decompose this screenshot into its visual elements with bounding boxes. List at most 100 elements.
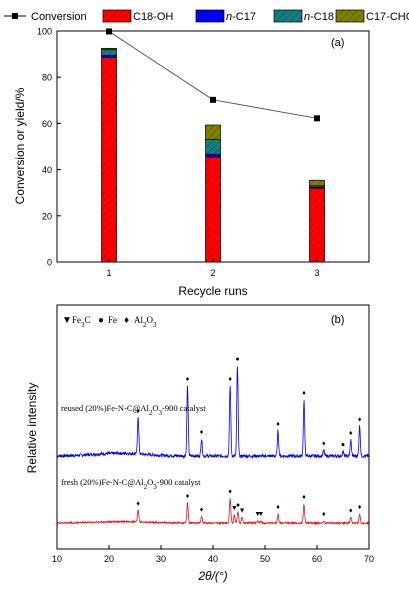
panel-a-y-tick-label: 20 <box>42 211 52 221</box>
legend-label-c17-cho: C17-CHO <box>366 11 409 23</box>
legend-swatch-c17-cho <box>335 9 365 23</box>
xrd-series-label-fresh-part: -900 catalyst <box>157 477 201 487</box>
bar-c18-oh-run-1 <box>101 57 117 263</box>
xrd-peak-marker: ♦ <box>302 389 306 397</box>
xrd-peak-marker: ♦ <box>228 487 232 495</box>
panel-a-y-axis-title: Conversion or yield/% <box>13 87 27 204</box>
xrd-peak-marker: ♦ <box>322 510 326 518</box>
xrd-series-label-reused-part: O <box>152 403 158 413</box>
panel-b-x-tick-label: 10 <box>52 554 62 564</box>
panel-a-label: (a) <box>331 37 344 49</box>
conversion-point-run-3 <box>314 115 320 122</box>
conversion-line <box>108 31 318 119</box>
legend-conversion-label: Conversion <box>31 11 87 23</box>
legend-swatch-n-c18 <box>273 9 303 23</box>
xrd-series-label-reused-part: 3 <box>159 409 163 417</box>
legend-label-n-c17-part: -C17 <box>232 11 256 23</box>
xrd-curve-reused <box>56 366 370 460</box>
panel-a-x-axis-title: Recycle runs <box>178 284 247 298</box>
legend-swatch-n-c17 <box>195 9 225 23</box>
xrd-peak-marker: ♦ <box>302 493 306 501</box>
xrd-legend-label-al2o3-part: O <box>147 315 154 325</box>
bar-c17-cho-run-3 <box>309 179 325 187</box>
xrd-peak-marker: ● <box>235 355 239 363</box>
xrd-legend-label-al2o3: Al2O3 <box>134 315 157 329</box>
xrd-series-label-reused-part: -900 catalyst <box>162 403 206 413</box>
conversion-point-run-1 <box>106 28 112 35</box>
bar-c18-oh-run-3 <box>309 187 325 263</box>
xrd-series-label-fresh: fresh (20%)Fe-N-C@Al2O3-900 catalyst <box>61 477 201 491</box>
panel-a-y-tick-label: 40 <box>42 165 52 175</box>
panel-a-y-tick-label: 100 <box>37 27 52 37</box>
xrd-series-label-fresh-part: 3 <box>153 483 157 491</box>
panel-a-x-tick-label: 1 <box>106 268 111 278</box>
xrd-peak-marker: ♦ <box>186 492 190 500</box>
xrd-series-label-fresh-part: fresh (20%)Fe-N-C@Al <box>61 477 144 487</box>
xrd-peak-marker: ♦ <box>276 503 280 511</box>
panel-b-chart: ▼ Fe3C ● Fe ♦ Al2O3 ♦♦♦♦●♦♦♦ ●♦♦reused (20%)Fe… <box>25 304 374 583</box>
xrd-peak-marker: ♦ <box>276 420 280 428</box>
panel-b-axes: 10 20 30 40 50 60 70 <box>52 545 374 564</box>
xrd-legend-label-fe3c-part: Fe <box>72 315 81 325</box>
panel-b-legend: ▼ Fe3C ● Fe ♦ Al2O3 <box>62 315 157 329</box>
xrd-peak-marker: ♦ <box>228 375 232 383</box>
xrd-peak-marker: ♦ <box>358 503 362 511</box>
panel-b-x-tick-label: 60 <box>312 554 322 564</box>
panel-a-conversion-line <box>106 28 320 122</box>
panel-b-x-tick-label: 20 <box>104 554 114 564</box>
xrd-legend-label-al2o3-part: Al <box>134 315 143 325</box>
legend-swatch-c18-oh <box>102 9 132 23</box>
legend-label-n-c17: n-C17 <box>226 11 256 23</box>
xrd-peak-marker: ▼ <box>257 510 264 518</box>
xrd-legend-symbol-al2o3: ♦ <box>124 315 129 326</box>
xrd-series-label-reused-part: reused (20%)Fe-N-C@Al <box>61 403 149 413</box>
panel-b-y-axis-title: Relative intensity <box>25 383 39 474</box>
panel-b-curves: ♦♦♦♦●♦♦♦ ●♦♦reused (20%)Fe-N-C@Al2O3-900 … <box>56 355 370 526</box>
xrd-curve-fresh <box>56 498 370 526</box>
bar-c17-cho-run-2 <box>205 124 221 140</box>
legend-label-n-c18-part: n <box>304 11 310 23</box>
xrd-legend-label-fe3c: Fe3C <box>72 315 91 329</box>
xrd-peak-marker: ♦ <box>349 507 353 515</box>
legend-label-c18-oh-part: C18-OH <box>133 11 173 23</box>
conversion-point-run-2 <box>210 96 216 103</box>
legend-label-n-c18-part: -C18 <box>310 11 334 23</box>
xrd-legend-symbol-fe: ● <box>98 315 104 326</box>
panel-b-x-tick-label: 40 <box>208 554 218 564</box>
bar-n-c18-run-2 <box>205 139 221 155</box>
panel-a-y-tick-label: 80 <box>42 73 52 83</box>
xrd-series-label-fresh-part: O <box>147 477 153 487</box>
xrd-peak-marker: ♦ <box>358 415 362 423</box>
panel-b-x-tick-label: 30 <box>156 554 166 564</box>
xrd-legend-symbol-fe3c: ▼ <box>62 315 72 326</box>
legend-label-c17-cho-part: C17-CHO <box>366 11 409 23</box>
xrd-peak-marker: ▼ <box>231 504 238 512</box>
xrd-peak-marker: ▼ <box>239 507 246 515</box>
legend-conversion-marker <box>12 13 18 19</box>
panel-b-x-axis-title: 2θ/(°) <box>197 569 227 583</box>
panel-b-x-tick-label: 50 <box>260 554 270 564</box>
xrd-peak-marker: ● <box>236 501 240 509</box>
panel-a-x-tick-label: 2 <box>210 268 215 278</box>
bar-c18-oh-run-2 <box>205 156 221 263</box>
panel-a-x-tick-label: 3 <box>314 268 319 278</box>
xrd-legend-label-fe3c-part: C <box>85 315 91 325</box>
xrd-legend-label-fe-part: Fe <box>108 315 117 325</box>
xrd-peak-marker: ▼ <box>254 510 261 518</box>
legend-label-n-c17-part: n <box>226 11 232 23</box>
bar-c17-cho-run-1 <box>101 47 117 51</box>
xrd-peak-marker: ♦ <box>136 499 140 507</box>
legend-label-n-c18: n-C18 <box>304 11 334 23</box>
xrd-peak-marker: ♦ <box>186 375 190 383</box>
panel-a-axes: 0 20 40 60 80 100 1 2 3 <box>37 27 320 279</box>
panel-a-bars <box>101 47 325 263</box>
xrd-peak-marker: ♦ <box>322 440 326 448</box>
xrd-legend-label-fe: Fe <box>108 315 117 325</box>
xrd-legend-label-al2o3-part: 2 <box>143 321 147 329</box>
xrd-peak-marker: ♦ <box>200 428 204 436</box>
xrd-peak-marker: ● <box>341 441 345 449</box>
bar-n-c17-run-2 <box>205 153 221 158</box>
